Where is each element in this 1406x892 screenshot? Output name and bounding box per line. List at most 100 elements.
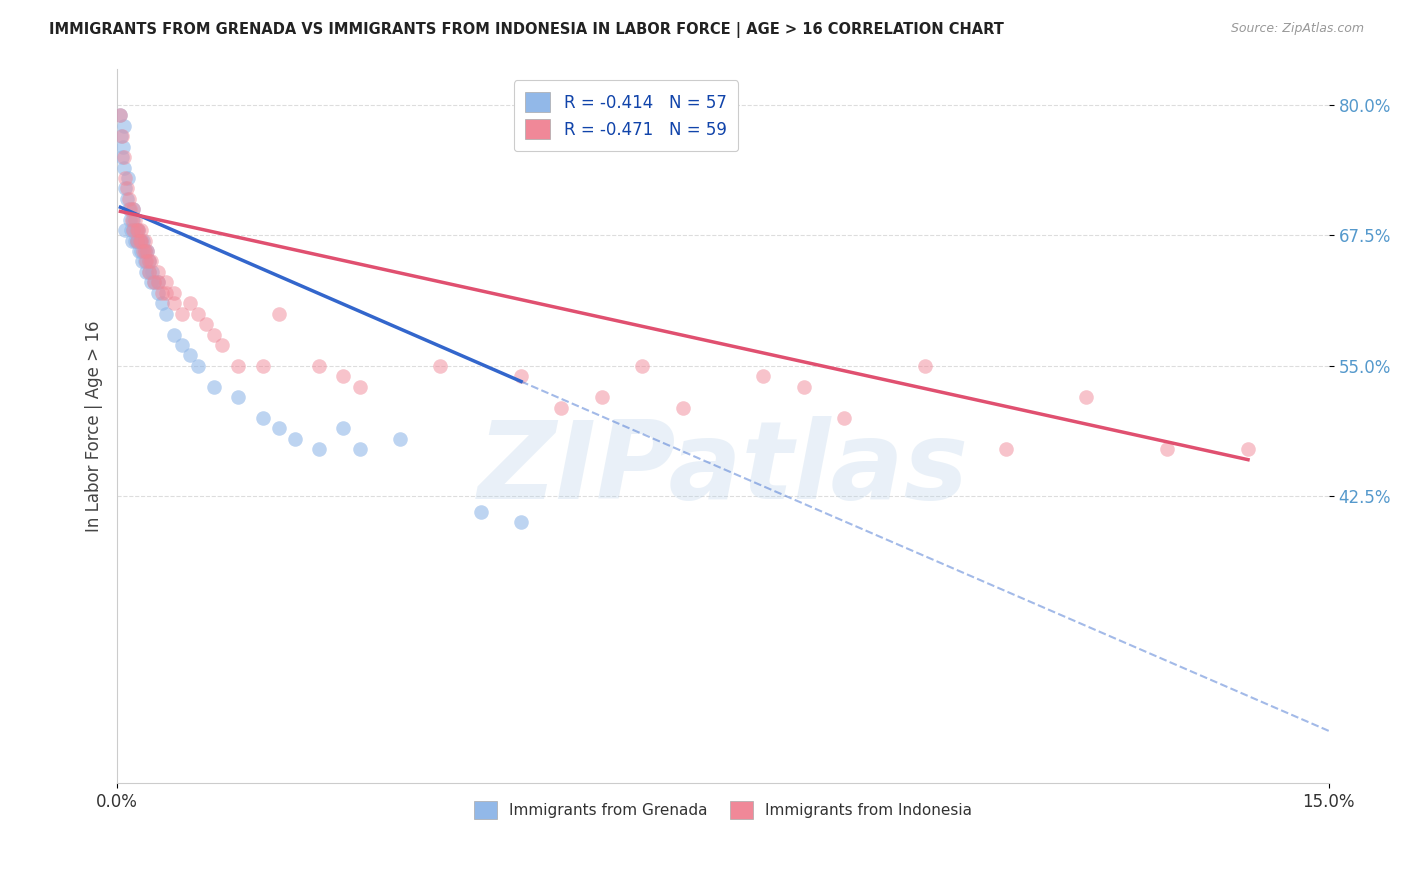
Point: [134, 254, 156, 268]
Point: [134, 244, 156, 258]
Point: [142, 276, 165, 290]
Point: [128, 234, 150, 248]
Point: [349, 442, 371, 457]
Point: [128, 244, 150, 258]
Point: [110, 108, 132, 122]
Point: [131, 234, 153, 248]
Point: [332, 421, 354, 435]
Point: [308, 359, 330, 373]
Point: [121, 212, 143, 227]
Point: [118, 192, 141, 206]
Point: [132, 234, 155, 248]
Point: [155, 276, 177, 290]
Point: [138, 265, 160, 279]
Point: [146, 285, 169, 300]
Point: [114, 181, 136, 195]
Point: [139, 276, 162, 290]
Point: [142, 276, 165, 290]
Point: [121, 234, 143, 248]
Point: [170, 307, 193, 321]
Point: [134, 234, 156, 248]
Point: [187, 307, 209, 321]
Text: IMMIGRANTS FROM GRENADA VS IMMIGRANTS FROM INDONESIA IN LABOR FORCE | AGE > 16 C: IMMIGRANTS FROM GRENADA VS IMMIGRANTS FR…: [49, 22, 1004, 38]
Point: [671, 401, 693, 415]
Point: [110, 129, 132, 144]
Point: [228, 390, 250, 404]
Point: [141, 265, 163, 279]
Point: [124, 234, 146, 248]
Point: [127, 223, 149, 237]
Point: [125, 223, 148, 237]
Point: [510, 516, 533, 530]
Point: [349, 379, 371, 393]
Point: [131, 234, 153, 248]
Point: [163, 285, 186, 300]
Point: [914, 359, 936, 373]
Point: [128, 234, 150, 248]
Point: [127, 223, 149, 237]
Point: [470, 505, 492, 519]
Point: [115, 181, 138, 195]
Point: [591, 390, 613, 404]
Point: [135, 254, 157, 268]
Point: [124, 212, 146, 227]
Point: [131, 254, 153, 268]
Point: [122, 212, 145, 227]
Point: [115, 192, 138, 206]
Point: [150, 285, 173, 300]
Point: [117, 171, 139, 186]
Point: [138, 254, 160, 268]
Point: [125, 234, 148, 248]
Point: [131, 223, 153, 237]
Point: [146, 276, 169, 290]
Point: [146, 276, 169, 290]
Point: [139, 254, 162, 268]
Point: [228, 359, 250, 373]
Point: [111, 150, 134, 164]
Y-axis label: In Labor Force | Age > 16: In Labor Force | Age > 16: [86, 320, 103, 532]
Text: ZIPatlas: ZIPatlas: [478, 416, 969, 522]
Point: [308, 442, 330, 457]
Point: [252, 411, 274, 425]
Point: [179, 348, 201, 362]
Point: [388, 432, 411, 446]
Point: [179, 296, 201, 310]
Point: [112, 119, 135, 133]
Point: [110, 108, 132, 122]
Text: Source: ZipAtlas.com: Source: ZipAtlas.com: [1230, 22, 1364, 36]
Point: [111, 140, 134, 154]
Point: [146, 265, 169, 279]
Point: [1237, 442, 1260, 457]
Point: [120, 212, 142, 227]
Point: [120, 223, 142, 237]
Legend: Immigrants from Grenada, Immigrants from Indonesia: Immigrants from Grenada, Immigrants from…: [468, 795, 979, 825]
Point: [120, 202, 142, 217]
Point: [122, 223, 145, 237]
Point: [122, 223, 145, 237]
Point: [136, 244, 159, 258]
Point: [211, 338, 233, 352]
Point: [267, 307, 290, 321]
Point: [114, 171, 136, 186]
Point: [163, 327, 186, 342]
Point: [150, 296, 173, 310]
Point: [631, 359, 654, 373]
Point: [332, 369, 354, 384]
Point: [122, 202, 145, 217]
Point: [127, 234, 149, 248]
Point: [202, 379, 225, 393]
Point: [994, 442, 1017, 457]
Point: [112, 150, 135, 164]
Point: [114, 161, 136, 175]
Point: [187, 359, 209, 373]
Point: [155, 307, 177, 321]
Point: [131, 244, 153, 258]
Point: [138, 254, 160, 268]
Point: [202, 327, 225, 342]
Point: [832, 411, 855, 425]
Point: [118, 202, 141, 217]
Point: [510, 369, 533, 384]
Point: [127, 234, 149, 248]
Point: [132, 244, 155, 258]
Point: [1076, 390, 1098, 404]
